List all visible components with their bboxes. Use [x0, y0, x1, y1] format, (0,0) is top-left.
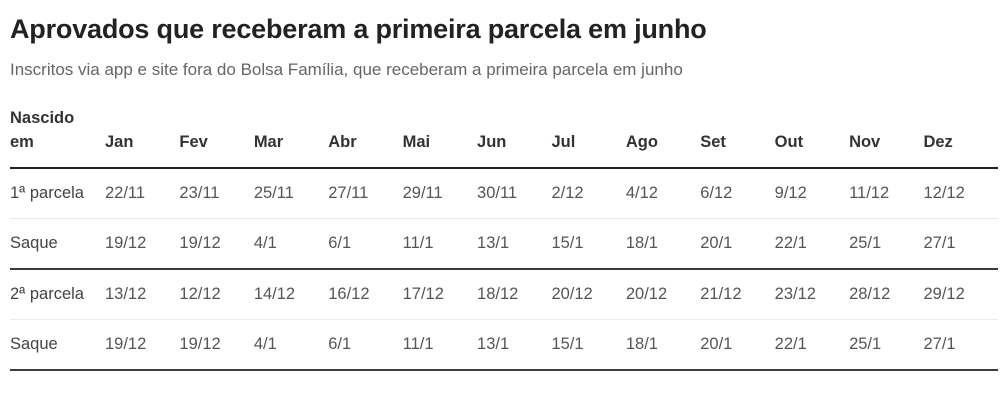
table-cell: 21/12 — [700, 269, 775, 321]
table-cell: 13/1 — [477, 319, 552, 372]
column-header-month: Jun — [477, 105, 552, 169]
table-cell: 15/1 — [551, 319, 626, 372]
table-cell: 23/12 — [774, 269, 850, 321]
column-header-month: Fev — [179, 105, 254, 169]
table-cell: 4/1 — [253, 218, 329, 271]
column-header-month: Jan — [105, 105, 180, 169]
column-header-month: Ago — [625, 105, 701, 169]
table-cell: 20/1 — [700, 319, 775, 372]
row-label: 1ª parcela — [10, 167, 105, 220]
table-cell: 20/12 — [625, 269, 701, 321]
table-row: 1ª parcela 22/11 23/11 25/11 27/11 29/11 30/11… — [10, 167, 998, 220]
table-cell: 6/12 — [700, 167, 775, 220]
table-cell: 12/12 — [179, 269, 254, 321]
table-cell: 18/12 — [477, 269, 552, 321]
payment-schedule-table: Nascido em Jan Fev Mar Abr Mai Jun Jul Ago Set Out… — [10, 105, 998, 372]
table-cell: 6/1 — [328, 319, 403, 372]
column-header-month: Set — [700, 105, 775, 169]
table-cell: 22/1 — [774, 218, 850, 271]
table-cell: 19/12 — [105, 218, 180, 271]
column-header-month: Mar — [253, 105, 329, 169]
table-cell: 20/12 — [551, 269, 626, 321]
table-cell: 25/1 — [849, 218, 924, 271]
table-cell: 27/11 — [328, 167, 403, 220]
table-cell: 25/11 — [253, 167, 329, 220]
table-row: 2ª parcela 13/12 12/12 14/12 16/12 17/12 18/12… — [10, 269, 998, 321]
table-cell: 20/1 — [700, 218, 775, 271]
table-cell: 12/12 — [923, 167, 998, 220]
table-cell: 27/1 — [923, 218, 998, 271]
table-cell: 22/11 — [105, 167, 180, 220]
table-cell: 19/12 — [179, 218, 254, 271]
table-cell: 14/12 — [253, 269, 329, 321]
table-cell: 18/1 — [625, 218, 701, 271]
page-title: Aprovados que receberam a primeira parce… — [10, 14, 707, 44]
table-cell: 11/1 — [402, 218, 478, 271]
article-table-widget: Aprovados que receberam a primeira parce… — [10, 14, 998, 372]
table-cell: 28/12 — [849, 269, 924, 321]
page-subtitle: Inscritos via app e site fora do Bolsa F… — [10, 60, 683, 80]
table-cell: 23/11 — [179, 167, 254, 220]
table-body: 1ª parcela 22/11 23/11 25/11 27/11 29/11 30/11… — [10, 167, 998, 372]
table-cell: 13/12 — [105, 269, 180, 321]
table-cell: 4/1 — [253, 319, 329, 372]
table-cell: 17/12 — [402, 269, 478, 321]
table-cell: 19/12 — [179, 319, 254, 372]
table-cell: 15/1 — [551, 218, 626, 271]
table-header-row: Nascido em Jan Fev Mar Abr Mai Jun Jul Ago Set Out… — [10, 105, 998, 169]
table-cell: 11/1 — [402, 319, 478, 372]
table-cell: 18/1 — [625, 319, 701, 372]
table-cell: 9/12 — [774, 167, 850, 220]
column-header-month: Dez — [923, 105, 998, 169]
table-cell: 16/12 — [328, 269, 403, 321]
column-header-month: Out — [774, 105, 850, 169]
row-label: Saque — [10, 319, 105, 372]
table-row: Saque 19/12 19/12 4/1 6/1 11/1 13/1 15/1 18/1 20/… — [10, 319, 998, 372]
column-header-month: Abr — [328, 105, 403, 169]
table-cell: 19/12 — [105, 319, 180, 372]
table-cell: 6/1 — [328, 218, 403, 271]
table-row: Saque 19/12 19/12 4/1 6/1 11/1 13/1 15/1 18/1 20/… — [10, 218, 998, 271]
table-cell: 2/12 — [551, 167, 626, 220]
table-cell: 27/1 — [923, 319, 998, 372]
row-label: 2ª parcela — [10, 269, 105, 321]
table-cell: 22/1 — [774, 319, 850, 372]
table-cell: 29/12 — [923, 269, 998, 321]
column-header-nascido-em: Nascido em — [10, 105, 105, 169]
table-cell: 30/11 — [477, 167, 552, 220]
table-cell: 4/12 — [625, 167, 701, 220]
column-header-month: Nov — [849, 105, 924, 169]
table-cell: 29/11 — [402, 167, 478, 220]
column-header-month: Jul — [551, 105, 626, 169]
table-cell: 13/1 — [477, 218, 552, 271]
table-cell: 11/12 — [849, 167, 924, 220]
table-cell: 25/1 — [849, 319, 924, 372]
row-label: Saque — [10, 218, 105, 271]
column-header-month: Mai — [402, 105, 478, 169]
